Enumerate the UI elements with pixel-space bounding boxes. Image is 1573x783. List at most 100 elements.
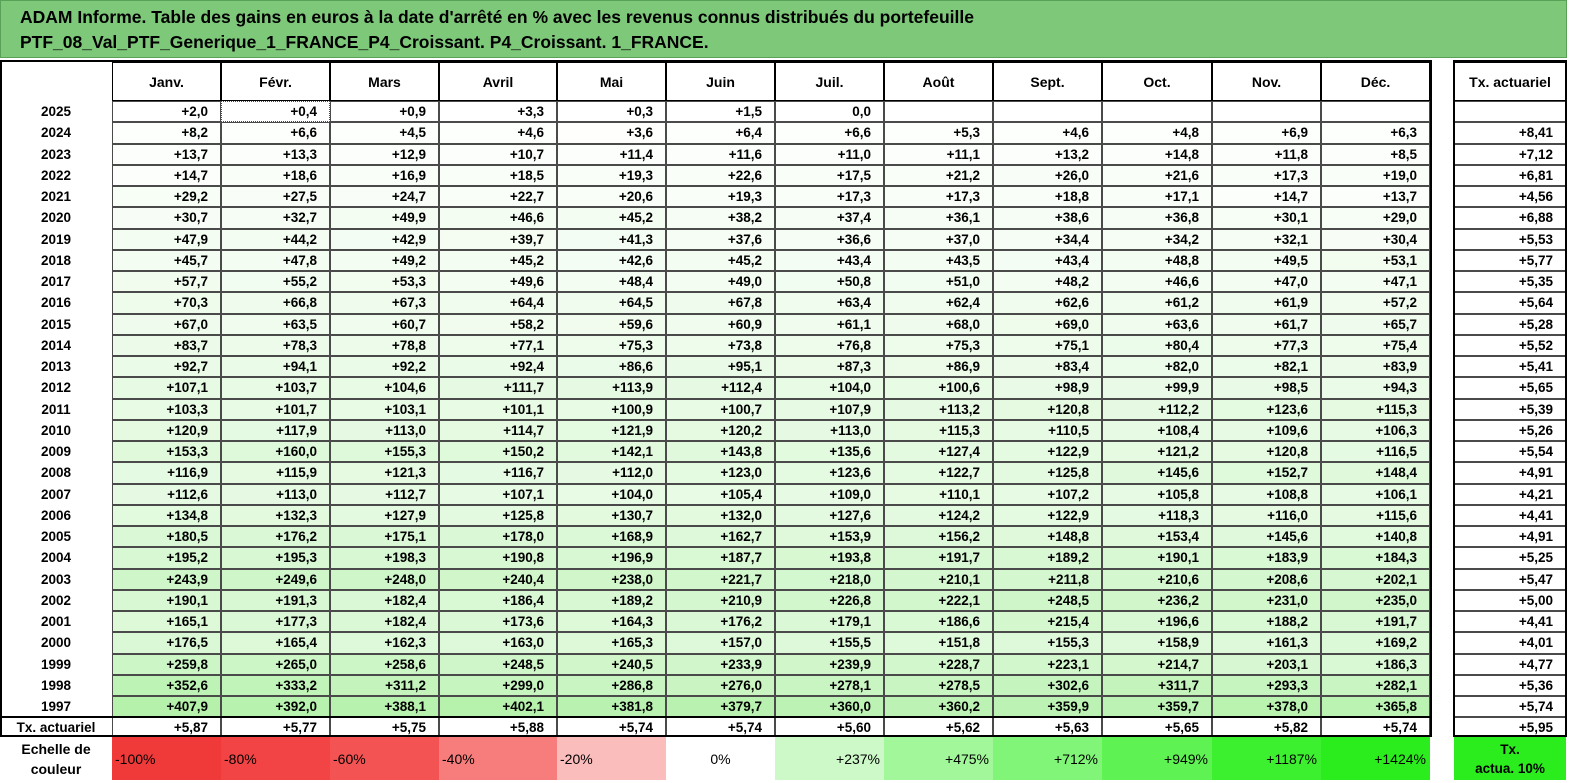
table-cell: +165,1 xyxy=(112,611,221,633)
table-cell: +103,7 xyxy=(221,377,330,399)
year-label: 2020 xyxy=(40,210,72,226)
table-cell: +183,9 xyxy=(1212,547,1321,569)
table-cell: +92,4 xyxy=(439,356,557,378)
table-cell: +62,4 xyxy=(884,292,993,314)
table-cell: +64,5 xyxy=(557,292,666,314)
table-cell: +43,4 xyxy=(993,249,1102,271)
table-cell: +116,0 xyxy=(1212,504,1321,526)
table-cell: +115,6 xyxy=(1321,504,1430,526)
table-cell: +222,1 xyxy=(884,589,993,611)
table-cell: +16,9 xyxy=(330,164,439,186)
table-cell: +101,7 xyxy=(221,398,330,420)
footer-rate-cell: +5,60 xyxy=(775,717,884,738)
table-cell: +61,9 xyxy=(1212,292,1321,314)
table-cell: +108,4 xyxy=(1102,419,1212,441)
table-cell: +82,1 xyxy=(1212,356,1321,378)
table-cell: +186,3 xyxy=(1321,653,1430,675)
table-cell: +179,1 xyxy=(775,611,884,633)
table-cell: +11,1 xyxy=(884,143,993,165)
table-cell: +49,0 xyxy=(666,271,775,293)
table-cell: +20,6 xyxy=(557,186,666,208)
table-cell xyxy=(1212,101,1321,123)
table-cell: +61,2 xyxy=(1102,292,1212,314)
footer-rate-cell: +5,87 xyxy=(112,717,221,738)
month-header: Août xyxy=(884,62,993,101)
table-cell: +45,2 xyxy=(439,249,557,271)
table-cell: +104,0 xyxy=(557,483,666,505)
table-cell: +63,4 xyxy=(775,292,884,314)
table-cell: +83,9 xyxy=(1321,356,1430,378)
table-cell: +39,7 xyxy=(439,228,557,250)
table-cell: +58,2 xyxy=(439,313,557,335)
table-cell: +37,4 xyxy=(775,207,884,229)
table-cell: +43,5 xyxy=(884,249,993,271)
table-cell: +180,5 xyxy=(112,526,221,548)
rate-cell: +4,41 xyxy=(1454,504,1566,526)
rate-cell: +5,64 xyxy=(1454,292,1566,314)
table-cell: +62,6 xyxy=(993,292,1102,314)
year-label: 2004 xyxy=(40,550,72,566)
rate-cell: +5,65 xyxy=(1454,377,1566,399)
rate-cell: +5,41 xyxy=(1454,356,1566,378)
table-cell: +115,3 xyxy=(884,419,993,441)
table-cell: +150,2 xyxy=(439,441,557,463)
table-cell: +231,0 xyxy=(1212,589,1321,611)
table-cell: +27,5 xyxy=(221,186,330,208)
table-cell: +210,1 xyxy=(884,568,993,590)
table-cell: +176,5 xyxy=(112,632,221,654)
month-header: Juin xyxy=(666,62,775,101)
table-cell: +118,3 xyxy=(1102,504,1212,526)
table-cell: +98,5 xyxy=(1212,377,1321,399)
table-cell: +83,4 xyxy=(993,356,1102,378)
table-cell: +3,6 xyxy=(557,122,666,144)
scale-swatch: +475% xyxy=(884,737,993,781)
table-cell: +178,0 xyxy=(439,526,557,548)
table-cell: +13,3 xyxy=(221,143,330,165)
month-header: Juil. xyxy=(775,62,884,101)
table-cell: +45,2 xyxy=(666,249,775,271)
scale-swatch: -40% xyxy=(439,737,557,781)
table-cell: +50,8 xyxy=(775,271,884,293)
table-cell: +248,5 xyxy=(439,653,557,675)
month-header: Avril xyxy=(439,62,557,101)
table-cell: +127,6 xyxy=(775,504,884,526)
table-cell: +106,1 xyxy=(1321,483,1430,505)
table-cell: +238,0 xyxy=(557,568,666,590)
table-cell: +1,5 xyxy=(666,101,775,123)
table-cell: +114,7 xyxy=(439,419,557,441)
table-cell: +190,8 xyxy=(439,547,557,569)
table-cell: +189,2 xyxy=(557,589,666,611)
table-cell: +34,2 xyxy=(1102,228,1212,250)
table-cell: +11,6 xyxy=(666,143,775,165)
footer-rate-cell: +5,75 xyxy=(330,717,439,738)
table-cell: +168,9 xyxy=(557,526,666,548)
table-cell: +0,9 xyxy=(330,101,439,123)
table-cell: +14,7 xyxy=(1212,186,1321,208)
table-cell: +177,3 xyxy=(221,611,330,633)
rate-cell: +8,41 xyxy=(1454,122,1566,144)
table-cell: +30,1 xyxy=(1212,207,1321,229)
table-cell: +19,3 xyxy=(557,164,666,186)
table-cell: +45,2 xyxy=(557,207,666,229)
table-cell: +223,1 xyxy=(993,653,1102,675)
table-cell: +360,0 xyxy=(775,696,884,718)
table-cell: +86,6 xyxy=(557,356,666,378)
table-cell: +6,3 xyxy=(1321,122,1430,144)
table-cell: +51,0 xyxy=(884,271,993,293)
table-cell: +4,8 xyxy=(1102,122,1212,144)
table-cell: +115,3 xyxy=(1321,398,1430,420)
table-cell: +112,0 xyxy=(557,462,666,484)
table-cell: +17,5 xyxy=(775,164,884,186)
table-cell: +116,5 xyxy=(1321,441,1430,463)
table-cell: +95,1 xyxy=(666,356,775,378)
table-cell: +61,1 xyxy=(775,313,884,335)
table-cell: +32,7 xyxy=(221,207,330,229)
table-cell: +6,6 xyxy=(221,122,330,144)
report-title-line2: PTF_08_Val_PTF_Generique_1_FRANCE_P4_Cro… xyxy=(20,32,709,52)
rate-cell: +5,35 xyxy=(1454,271,1566,293)
footer-overall-rate: +5,95 xyxy=(1454,717,1566,738)
year-label: 2008 xyxy=(40,465,72,481)
table-cell: +155,3 xyxy=(330,441,439,463)
rate-cell: +5,00 xyxy=(1454,589,1566,611)
table-cell: +75,4 xyxy=(1321,334,1430,356)
